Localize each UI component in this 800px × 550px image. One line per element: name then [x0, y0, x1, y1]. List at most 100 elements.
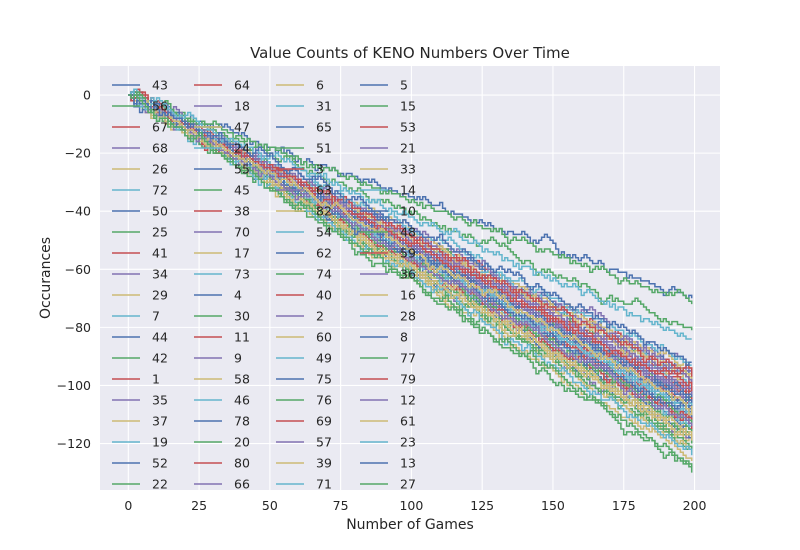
legend-label: 15: [400, 99, 416, 114]
legend-item: 68: [112, 141, 168, 156]
legend-item: 35: [112, 393, 168, 408]
legend-label: 71: [316, 477, 332, 492]
legend-item: 44: [112, 330, 168, 345]
legend-item: 17: [194, 246, 250, 261]
legend-label: 44: [152, 330, 168, 345]
legend-item: 31: [276, 99, 332, 114]
legend-item: 12: [360, 393, 416, 408]
legend-item: 61: [360, 414, 416, 429]
legend-label: 62: [316, 246, 332, 261]
legend-item: 26: [112, 162, 168, 177]
legend-item: 41: [112, 246, 168, 261]
y-tick-label: −100: [57, 378, 91, 393]
legend-item: 18: [194, 99, 250, 114]
legend-label: 69: [316, 414, 332, 429]
series-line-15: [128, 94, 693, 305]
legend-label: 26: [152, 162, 168, 177]
legend-item: 15: [360, 99, 416, 114]
legend-item: 1: [112, 372, 160, 387]
legend-item: 49: [276, 351, 332, 366]
legend-label: 78: [234, 414, 250, 429]
legend-item: 42: [112, 351, 168, 366]
legend-item: 53: [360, 120, 416, 135]
legend-label: 36: [400, 267, 416, 282]
legend-label: 50: [152, 204, 168, 219]
legend-label: 31: [316, 99, 332, 114]
legend-item: 69: [276, 414, 332, 429]
legend-item: 27: [360, 477, 416, 492]
legend-label: 45: [234, 183, 250, 198]
legend-item: 24: [194, 141, 250, 156]
legend-label: 2: [316, 309, 324, 324]
legend-label: 59: [400, 246, 416, 261]
legend-item: 65: [276, 120, 332, 135]
legend-item: 79: [360, 372, 416, 387]
legend-item: 48: [360, 225, 416, 240]
legend-item: 20: [194, 435, 250, 450]
legend-label: 65: [316, 120, 332, 135]
legend-item: 23: [360, 435, 416, 450]
legend-item: 62: [276, 246, 332, 261]
legend-label: 47: [234, 120, 250, 135]
x-axis-label: Number of Games: [346, 517, 474, 533]
legend-item: 78: [194, 414, 250, 429]
legend-item: 74: [276, 267, 332, 282]
legend-item: 46: [194, 393, 250, 408]
legend-label: 27: [400, 477, 416, 492]
legend-item: 30: [194, 309, 250, 324]
legend-item: 13: [360, 456, 416, 471]
legend-label: 43: [152, 78, 168, 93]
series-line-27: [128, 94, 693, 467]
legend-item: 60: [276, 330, 332, 345]
y-tick-label: −80: [65, 320, 91, 335]
legend-item: 47: [194, 120, 250, 135]
legend-label: 77: [400, 351, 416, 366]
legend-label: 74: [316, 267, 332, 282]
x-tick-label: 100: [399, 498, 423, 513]
x-tick-label: 0: [124, 498, 132, 513]
legend-label: 52: [152, 456, 168, 471]
legend: 4356676826725025413429744421353719522264…: [112, 78, 416, 492]
legend-item: 57: [276, 435, 332, 450]
legend-item: 75: [276, 372, 332, 387]
legend-label: 14: [400, 183, 416, 198]
x-tick-label: 125: [470, 498, 494, 513]
y-tick-label: −120: [57, 436, 91, 451]
legend-item: 10: [360, 204, 416, 219]
legend-item: 28: [360, 309, 416, 324]
legend-label: 24: [234, 141, 250, 156]
x-tick-label: 175: [612, 498, 636, 513]
legend-label: 37: [152, 414, 168, 429]
x-tick-label: 50: [262, 498, 278, 513]
legend-label: 28: [400, 309, 416, 324]
series-line-61: [128, 94, 693, 416]
legend-label: 82: [316, 204, 332, 219]
legend-label: 76: [316, 393, 332, 408]
x-tick-label: 25: [191, 498, 207, 513]
legend-label: 22: [152, 477, 168, 492]
legend-label: 6: [316, 78, 324, 93]
y-tick-labels: 0 −20 −40 −60 −80 −100 −120: [57, 88, 91, 451]
legend-label: 8: [400, 330, 408, 345]
legend-item: 43: [112, 78, 168, 93]
legend-label: 5: [400, 78, 408, 93]
legend-label: 23: [400, 435, 416, 450]
y-axis-label: Occurances: [38, 237, 54, 319]
legend-item: 11: [194, 330, 250, 345]
legend-label: 34: [152, 267, 168, 282]
legend-item: 55: [194, 162, 250, 177]
legend-item: 9: [194, 351, 242, 366]
legend-label: 35: [152, 393, 168, 408]
legend-label: 61: [400, 414, 416, 429]
legend-label: 41: [152, 246, 168, 261]
legend-item: 5: [360, 78, 408, 93]
legend-label: 38: [234, 204, 250, 219]
x-tick-label: 200: [683, 498, 707, 513]
legend-label: 10: [400, 204, 416, 219]
series-line-75: [128, 94, 693, 300]
legend-item: 45: [194, 183, 250, 198]
legend-label: 72: [152, 183, 168, 198]
legend-item: 64: [194, 78, 250, 93]
legend-item: 6: [276, 78, 324, 93]
